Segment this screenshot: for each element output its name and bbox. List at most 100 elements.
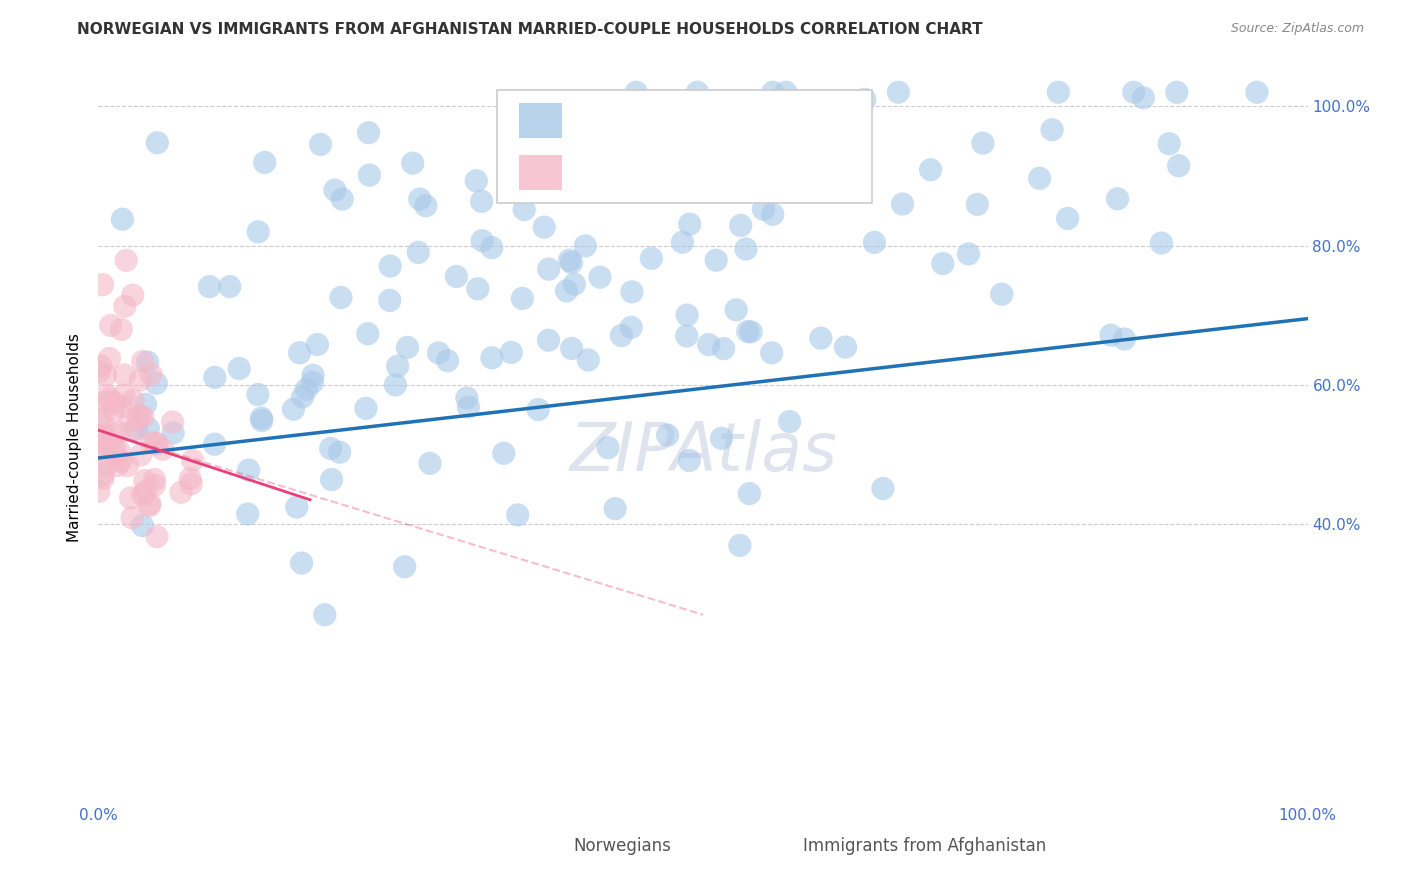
Point (512, 292, 534, 306)
Point (506, 508, 529, 522)
Point (330, 192, 353, 206)
Point (384, 378, 406, 392)
Point (775, 85, 797, 99)
Point (730, 159, 752, 173)
Point (129, 373, 152, 387)
Point (713, 342, 735, 356)
Point (693, 163, 716, 178)
Point (561, 255, 583, 269)
Point (1166, 85, 1188, 99)
Point (409, 192, 432, 206)
Point (198, 279, 221, 293)
Point (288, 345, 311, 359)
Point (704, 253, 727, 268)
Point (523, 105, 546, 120)
Point (678, 453, 700, 467)
Point (143, 473, 166, 487)
Point (779, 415, 801, 429)
Point (90, 448, 112, 462)
Point (131, 488, 153, 502)
Point (122, 393, 145, 408)
Point (132, 410, 155, 425)
Point (246, 387, 269, 401)
Point (90, 442, 112, 457)
Point (1159, 136, 1181, 151)
Point (555, 284, 578, 298)
Point (558, 253, 581, 268)
Point (104, 442, 127, 456)
Point (762, 207, 785, 221)
Text: Norwegians: Norwegians (574, 837, 672, 855)
Point (104, 449, 127, 463)
Point (291, 556, 314, 570)
Point (655, 137, 678, 152)
Point (323, 183, 346, 197)
Point (291, 390, 314, 404)
Point (91, 471, 114, 485)
Point (98, 351, 121, 366)
Point (527, 402, 550, 417)
Point (107, 458, 129, 473)
Point (250, 413, 273, 427)
Point (93, 434, 115, 449)
Point (387, 359, 409, 373)
Point (814, 154, 837, 169)
Point (730, 219, 752, 233)
Point (93, 427, 115, 442)
Text: N =: N = (728, 162, 778, 182)
Point (1167, 159, 1189, 173)
Point (90, 359, 112, 373)
Point (1114, 332, 1136, 346)
Y-axis label: Married-couple Households: Married-couple Households (67, 333, 83, 541)
Point (329, 445, 352, 459)
Text: -0.334: -0.334 (631, 162, 711, 182)
Point (872, 482, 894, 496)
Point (640, 252, 662, 266)
Point (657, 428, 679, 442)
Point (456, 391, 478, 405)
Point (728, 538, 751, 552)
Point (354, 401, 377, 416)
Point (513, 202, 536, 217)
Point (612, 119, 634, 133)
Point (406, 245, 429, 260)
Point (396, 340, 419, 354)
Point (91, 467, 114, 482)
Point (181, 453, 204, 467)
Point (146, 530, 169, 544)
Point (112, 388, 135, 402)
Point (120, 491, 142, 505)
Point (738, 486, 761, 500)
Text: 67: 67 (780, 162, 820, 182)
Point (121, 288, 143, 302)
Point (134, 397, 156, 411)
Point (319, 442, 342, 456)
Point (686, 85, 709, 99)
Point (143, 436, 166, 450)
Point (457, 400, 479, 414)
Point (419, 457, 441, 471)
Point (204, 437, 226, 451)
Point (285, 500, 308, 514)
Point (96, 395, 118, 409)
Point (920, 162, 942, 177)
Point (91, 412, 114, 426)
FancyBboxPatch shape (498, 90, 872, 203)
Point (735, 242, 758, 256)
Point (972, 136, 994, 150)
Point (679, 217, 702, 231)
Point (957, 247, 980, 261)
Point (89, 428, 111, 442)
Point (1132, 91, 1154, 105)
Point (596, 441, 619, 455)
Point (492, 446, 515, 460)
Point (302, 368, 325, 383)
Point (991, 287, 1014, 301)
Point (162, 415, 184, 429)
Point (146, 136, 169, 150)
Point (104, 395, 127, 409)
Point (89, 411, 111, 425)
Point (110, 454, 132, 468)
Point (1099, 328, 1122, 343)
Point (1122, 85, 1144, 99)
